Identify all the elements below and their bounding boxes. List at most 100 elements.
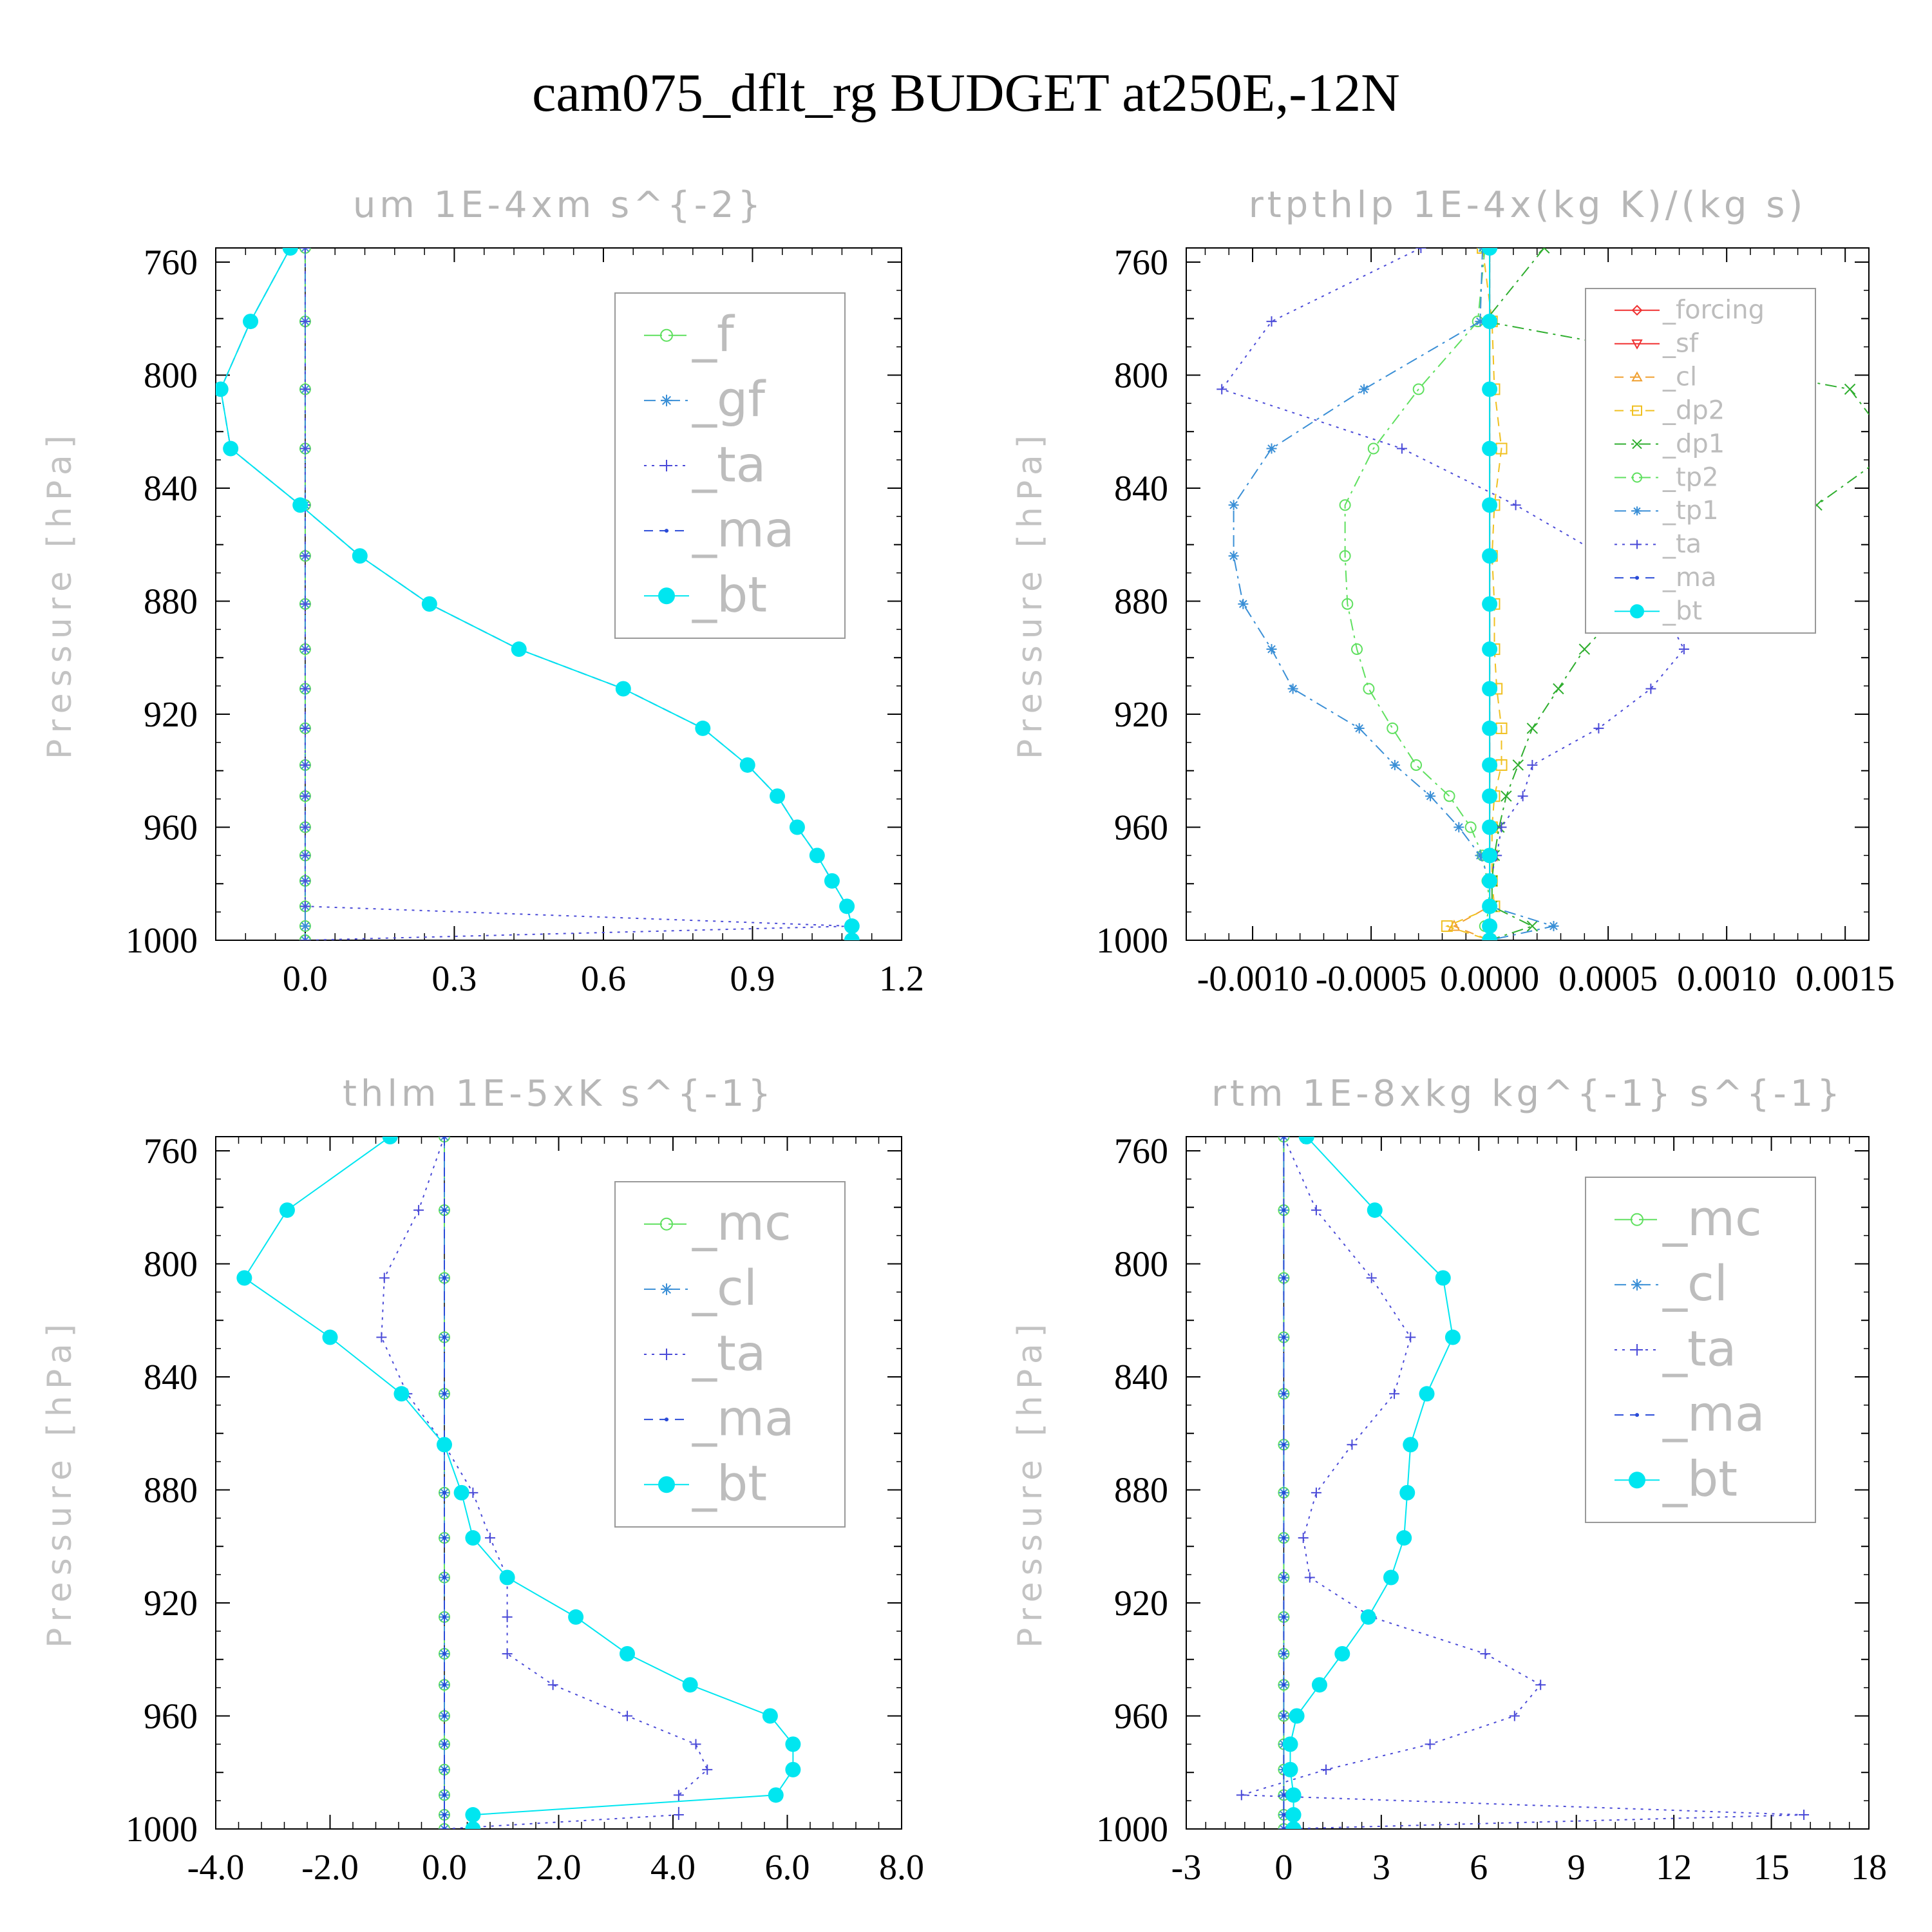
data-point: [1282, 1827, 1286, 1829]
x-tick-label: 0.3: [431, 959, 477, 999]
data-point: [1799, 1810, 1810, 1821]
data-point: [1482, 873, 1498, 889]
legend-marker: [1631, 1213, 1643, 1226]
data-point: [1527, 759, 1538, 770]
y-tick-label: 800: [1114, 1244, 1168, 1284]
legend-marker: [1630, 604, 1644, 619]
data-point: [1266, 644, 1277, 655]
data-point: [442, 1137, 446, 1139]
data-point: [1287, 683, 1298, 694]
data-point: [1282, 1683, 1286, 1687]
data-point: [299, 443, 310, 454]
x-tick-label: 0.0: [422, 1848, 467, 1888]
data-point: [1399, 1484, 1416, 1501]
legend-label: _ta: [1662, 529, 1701, 559]
data-point: [299, 822, 310, 833]
data-point: [393, 1386, 410, 1402]
figure-title: cam075_dflt_rg BUDGET at250E,-12N: [532, 63, 1400, 123]
data-point: [1475, 316, 1486, 327]
data-point: [1351, 643, 1363, 656]
data-point: [1578, 643, 1591, 655]
y-tick-label: 760: [144, 1132, 198, 1171]
data-point: [292, 497, 308, 513]
data-point: [824, 873, 840, 889]
legend-marker: [665, 529, 668, 533]
legend-label: _tp2: [1662, 462, 1719, 492]
data-point: [1321, 1764, 1332, 1775]
data-point: [1334, 1645, 1350, 1662]
data-point: [1482, 848, 1498, 864]
data-point: [1289, 1708, 1305, 1724]
data-point: [1236, 1790, 1247, 1801]
legend-label: _ma: [1662, 1385, 1765, 1442]
data-point: [1282, 1761, 1298, 1777]
x-tick-label: 0.9: [730, 959, 775, 999]
legend-label: _ma: [1662, 563, 1716, 592]
data-point: [442, 1276, 446, 1280]
data-point: [1482, 681, 1498, 697]
plot-area: [216, 248, 860, 940]
legend-label: _ma: [692, 1389, 795, 1446]
data-point: [1482, 788, 1498, 804]
legend-label: _dp2: [1662, 395, 1725, 425]
data-point: [1285, 1807, 1302, 1823]
data-point: [1419, 1386, 1435, 1402]
data-point: [413, 1205, 424, 1216]
x-tick-label: 15: [1754, 1848, 1790, 1888]
panel-title: um 1E-4xm s^{-2}: [353, 184, 764, 226]
data-point: [442, 1208, 446, 1213]
y-tick-label: 800: [144, 355, 198, 395]
data-point: [1282, 1335, 1286, 1340]
x-tick-label: -0.0005: [1316, 959, 1427, 999]
y-tick-label: 840: [1114, 1358, 1168, 1397]
data-point: [1482, 720, 1498, 736]
data-point: [442, 1490, 446, 1495]
legend-marker: [1632, 439, 1642, 450]
data-point: [1282, 1736, 1298, 1752]
data-point: [1282, 1276, 1286, 1280]
data-point: [1228, 500, 1239, 511]
chart-panel-3: thlm 1E-5xK s^{-1} Pressure [hPa] 760 800 84…: [41, 1073, 924, 1888]
legend-label: _cl: [692, 1259, 757, 1316]
legend-marker: [1635, 576, 1639, 580]
y-tick-label: 800: [144, 1244, 198, 1284]
y-tick-label: 920: [1114, 1584, 1168, 1624]
data-point: [690, 1739, 701, 1750]
y-tick-label: 1000: [1096, 921, 1168, 961]
data-point: [1367, 1202, 1383, 1218]
chart-panel-2: rtpthlp 1E-4x(kg K)/(kg s) Pressure [hPa]…: [1011, 184, 1895, 999]
data-point: [442, 1683, 446, 1687]
data-point: [1509, 1710, 1520, 1721]
data-point: [1512, 759, 1524, 771]
data-point: [1282, 1137, 1286, 1139]
data-point: [1482, 440, 1498, 457]
data-point: [1354, 723, 1365, 734]
legend-marker: [1632, 405, 1642, 416]
y-tick-label: 880: [1114, 1470, 1168, 1510]
legend-label: _f: [692, 305, 735, 363]
data-point: [739, 757, 755, 773]
legend-label: _mc: [692, 1194, 791, 1251]
legend-marker: [665, 1417, 668, 1422]
data-point: [1360, 1609, 1376, 1625]
data-point: [442, 1714, 446, 1718]
data-point: [1416, 248, 1426, 253]
data-point: [1482, 497, 1498, 513]
data-point: [1304, 1572, 1315, 1583]
data-point: [695, 720, 711, 736]
data-point: [1266, 316, 1277, 327]
data-point: [299, 759, 310, 770]
data-point: [1339, 499, 1351, 511]
legend-label: _dp1: [1662, 429, 1725, 459]
data-point: [442, 1827, 446, 1829]
data-point: [762, 1708, 778, 1724]
series-line: [381, 1137, 708, 1829]
data-point: [1389, 1388, 1400, 1399]
data-point: [1366, 1273, 1377, 1283]
legend: _mc _cl _ta _ma _bt: [1585, 1177, 1816, 1523]
data-point: [844, 933, 860, 940]
data-point: [1425, 791, 1436, 802]
data-point: [1526, 723, 1539, 734]
x-tick-label: -4.0: [187, 1848, 245, 1888]
series-ma: [1282, 1137, 1286, 1829]
